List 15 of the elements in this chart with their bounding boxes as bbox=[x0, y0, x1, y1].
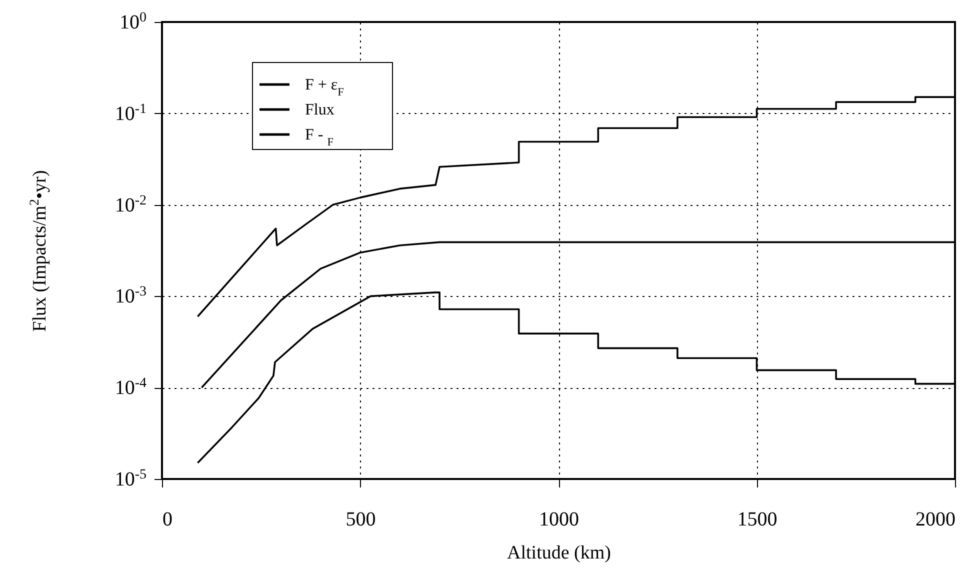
y-tick-label: 10$^{0}$ bbox=[120, 10, 146, 34]
y-tick-label: 10$^{-2}$ bbox=[114, 192, 146, 216]
x-tick-label: 1500 bbox=[737, 508, 778, 530]
y-tick-label: 10$^{-1}$ bbox=[114, 101, 146, 125]
y-tick-label: 10$^{-5}$ bbox=[114, 467, 146, 490]
x-tick-label: 2000 bbox=[916, 508, 956, 530]
x-axis-title: Altitude (km) bbox=[507, 542, 611, 564]
y-tick-label: 10$^{-3}$ bbox=[114, 284, 146, 308]
y-tick-label: 10$^{-4}$ bbox=[114, 376, 146, 400]
legend-label: F - $_{F}$ bbox=[305, 126, 334, 148]
legend-label: F + ε$_{F}$ bbox=[305, 76, 344, 98]
legend-label: Flux bbox=[305, 102, 334, 118]
x-tick-label: 0 bbox=[162, 508, 172, 530]
x-tick-label: 1000 bbox=[539, 508, 579, 530]
x-tick-label: 500 bbox=[346, 508, 376, 530]
